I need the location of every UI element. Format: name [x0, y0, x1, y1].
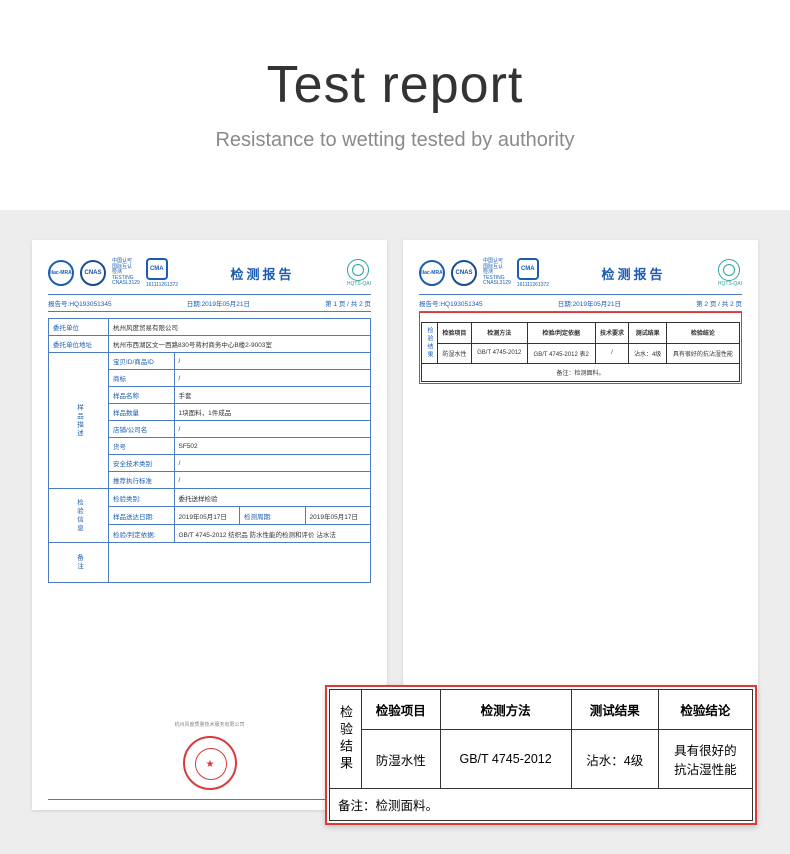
cell-val: / — [174, 472, 371, 489]
cma-logo: CMA — [517, 258, 539, 280]
cell-val: GB/T 4745-2012 纺织品 防水性能的检测和评价 沾水法 — [174, 525, 371, 543]
report-no: 报告号:HQ193051345 — [419, 298, 483, 308]
cell-val: 杭州市西湖区文一西路830号蒋村商务中心B楼2-9003室 — [109, 336, 371, 353]
th: 测试结果 — [629, 323, 666, 344]
hero-title: Test report — [0, 55, 790, 115]
td: 沾水：4级 — [571, 730, 658, 789]
cell-label: 检验类别: — [109, 489, 175, 507]
cell-val: 委托送样检验 — [174, 489, 371, 507]
note: 备注：检测面料。 — [422, 364, 740, 382]
cell-val: 手套 — [174, 387, 371, 404]
cell-label: 推荐执行标准 — [109, 472, 175, 489]
side-label-info: 检验信息 — [49, 489, 109, 543]
th: 检验项目 — [362, 690, 441, 730]
cell-val: SF502 — [174, 438, 371, 455]
cma-number: 161111261372 — [146, 282, 178, 288]
cell-val: / — [174, 353, 371, 370]
accred-text: 中国认可 国际互认 检测 TESTING CNASL3129 — [483, 259, 511, 287]
cell-val: / — [174, 421, 371, 438]
cell-label: 宝贝ID/商品ID — [109, 353, 175, 370]
hqts-logo-icon — [718, 259, 740, 281]
sample-desc-table: 委托单位杭州风度贸易有限公司 委托单位地址杭州市西湖区文一西路830号蒋村商务中… — [48, 318, 371, 583]
report-no: 报告号:HQ193051345 — [48, 298, 112, 308]
page-indicator: 第 2 页 / 共 2 页 — [696, 298, 742, 308]
th: 检验结论 — [666, 323, 739, 344]
meta-line: 报告号:HQ193051345 日期:2019年05月21日 第 2 页 / 共… — [419, 294, 742, 312]
meta-line: 报告号:HQ193051345 日期:2019年05月21日 第 1 页 / 共… — [48, 294, 371, 312]
cell-label: 样品送达日期: — [109, 507, 175, 525]
cell-label: 商标 — [109, 370, 175, 387]
callout-side: 检验结果 — [330, 690, 362, 789]
cma-logo: CMA — [146, 258, 168, 280]
side-label-result: 检验结果 — [422, 323, 438, 364]
td: GB/T 4745-2012 — [471, 343, 527, 364]
td: 沾水：4级 — [629, 343, 666, 364]
cell-label: 货号 — [109, 438, 175, 455]
side-label-desc: 样品描述 — [49, 353, 109, 489]
result-box: 检验结果 检验项目 检测方法 检验/判定依据 技术要求 测试结果 检验结论 防湿… — [419, 312, 742, 384]
hqts-label: HQTS-QAI — [718, 281, 742, 287]
cell-label: 样品名称 — [109, 387, 175, 404]
cell-val: 2019年05月17日 — [305, 507, 371, 525]
hqts-block: HQTS-QAI — [718, 259, 742, 287]
th: 检测方法 — [440, 690, 571, 730]
td: GB/T 4745-2012 表2 — [527, 343, 595, 364]
cell-label: 委托单位地址 — [49, 336, 109, 353]
accred-text: 中国认可 国际互认 检测 TESTING CNASL3129 — [112, 259, 140, 287]
page-indicator: 第 1 页 / 共 2 页 — [325, 298, 371, 308]
report-date: 日期:2019年05月21日 — [558, 298, 621, 308]
footer-rule — [48, 799, 371, 800]
td: 具有很好的 抗沾湿性能 — [658, 730, 752, 789]
cell-label: 检验/判定依据: — [109, 525, 175, 543]
th: 测试结果 — [571, 690, 658, 730]
th: 检验项目 — [438, 323, 472, 344]
page-header: ilac-MRA CNAS 中国认可 国际互认 检测 TESTING CNASL… — [419, 258, 742, 288]
cma-block: CMA 161111261372 — [517, 258, 549, 288]
cell-label: 店铺/公司名 — [109, 421, 175, 438]
th: 检验/判定依据 — [527, 323, 595, 344]
report-title: 检测报告 — [230, 264, 294, 283]
th: 检测方法 — [471, 323, 527, 344]
td: / — [595, 343, 629, 364]
cma-number: 161111261372 — [517, 282, 549, 288]
cell-val: / — [174, 455, 371, 472]
callout-note: 备注：检测面料。 — [330, 789, 753, 821]
cell-label: 委托单位 — [49, 319, 109, 336]
stamp-icon: ★ — [183, 736, 237, 790]
td: GB/T 4745-2012 — [440, 730, 571, 789]
cell-val: 1块面料，1件成品 — [174, 404, 371, 421]
star-icon: ★ — [206, 759, 215, 770]
hqts-block: HQTS-QAI — [347, 259, 371, 287]
th: 检验结论 — [658, 690, 752, 730]
logo-group: ilac-MRA CNAS 中国认可 国际互认 检测 TESTING CNASL… — [48, 258, 178, 288]
ilac-logo: ilac-MRA — [419, 260, 445, 286]
hero-subtitle: Resistance to wetting tested by authorit… — [0, 129, 790, 152]
report-title: 检测报告 — [601, 264, 665, 283]
ilac-logo: ilac-MRA — [48, 260, 74, 286]
cnas-logo: CNAS — [80, 260, 106, 286]
callout-box: 检验结果 检验项目 检测方法 测试结果 检验结论 防湿水性 GB/T 4745-… — [325, 685, 757, 825]
callout-table: 检验结果 检验项目 检测方法 测试结果 检验结论 防湿水性 GB/T 4745-… — [329, 689, 753, 821]
cell-val: / — [174, 370, 371, 387]
hero: Test report Resistance to wetting tested… — [0, 0, 790, 210]
cell-label: 样品数量 — [109, 404, 175, 421]
side-label-note: 备注 — [49, 543, 109, 583]
note-cell — [109, 543, 371, 583]
result-table-small: 检验结果 检验项目 检测方法 检验/判定依据 技术要求 测试结果 检验结论 防湿… — [421, 322, 740, 382]
cell-label: 检测周期: — [240, 507, 306, 525]
hqts-logo-icon — [347, 259, 369, 281]
td: 防湿水性 — [438, 343, 472, 364]
td: 具有很好的抗沾湿性能 — [666, 343, 739, 364]
cnas-logo: CNAS — [451, 260, 477, 286]
hqts-label: HQTS-QAI — [347, 281, 371, 287]
td: 防湿水性 — [362, 730, 441, 789]
page-header: ilac-MRA CNAS 中国认可 国际互认 检测 TESTING CNASL… — [48, 258, 371, 288]
logo-group: ilac-MRA CNAS 中国认可 国际互认 检测 TESTING CNASL… — [419, 258, 549, 288]
cell-val: 杭州风度贸易有限公司 — [109, 319, 371, 336]
report-date: 日期:2019年05月21日 — [187, 298, 250, 308]
cma-block: CMA 161111261372 — [146, 258, 178, 288]
cell-label: 安全技术类别 — [109, 455, 175, 472]
th: 技术要求 — [595, 323, 629, 344]
cell-val: 2019年05月17日 — [174, 507, 240, 525]
